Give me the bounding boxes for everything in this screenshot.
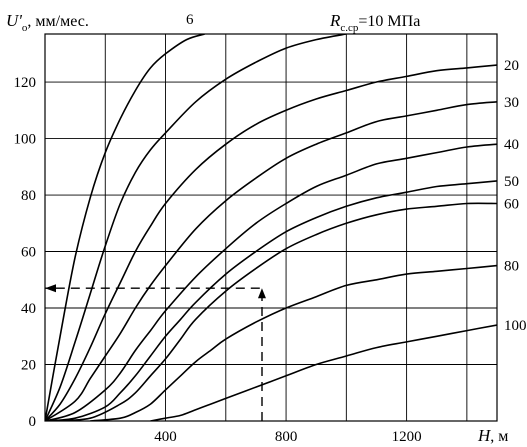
x-axis-symbol: H <box>477 426 492 445</box>
series-label: 60 <box>504 196 519 212</box>
series-label: 80 <box>504 259 519 275</box>
tick-labels: 0 20 40 60 80 100 120 400 800 1200 <box>14 75 422 445</box>
y-tick-label: 100 <box>14 132 37 148</box>
y-tick-label: 20 <box>21 358 36 374</box>
series-line-60 <box>53 202 497 421</box>
x-tick-label: 400 <box>154 429 177 445</box>
series-line-30 <box>45 101 497 421</box>
series-line-20 <box>45 64 497 421</box>
y-axis-label: U'о, мм/мес. <box>6 11 89 34</box>
x-tick-label: 1200 <box>392 429 422 445</box>
x-axis-unit: , м <box>490 428 508 445</box>
series-labels: 6 20 30 40 50 60 80 100 <box>186 12 527 334</box>
strength-value: =10 МПа <box>358 13 420 30</box>
series-line-100 <box>150 324 497 421</box>
y-axis-unit: , мм/мес. <box>27 13 88 30</box>
example-dashed-line <box>45 287 263 421</box>
curves <box>45 34 497 421</box>
y-tick-label: 40 <box>21 301 36 317</box>
y-tick-label: 60 <box>21 245 36 261</box>
strength-symbol: R <box>329 11 341 30</box>
strength-subscript: с.ср <box>340 22 359 34</box>
series-label: 6 <box>186 12 194 28</box>
series-label: 20 <box>504 58 519 74</box>
x-axis-label: H, м <box>477 426 508 445</box>
series-line-unlabeled-1 <box>45 34 347 421</box>
series-label: 40 <box>504 137 519 153</box>
y-tick-label: 80 <box>21 188 36 204</box>
series-line-50 <box>45 180 497 421</box>
x-tick-label: 800 <box>275 429 298 445</box>
series-line-40 <box>45 143 497 421</box>
series-line-80 <box>90 264 497 421</box>
example-path <box>45 284 266 421</box>
y-tick-label: 120 <box>14 75 37 91</box>
series-label: 30 <box>504 95 519 111</box>
arrowhead-left <box>45 284 56 293</box>
series-label: 50 <box>504 174 519 190</box>
y-tick-label: 0 <box>29 414 37 430</box>
plot-frame <box>44 33 498 422</box>
y-axis-subscript: о <box>22 22 28 34</box>
grid <box>44 33 498 422</box>
series-label: 100 <box>504 318 527 334</box>
strength-annotation: Rс.ср=10 МПа <box>329 11 420 34</box>
y-axis-symbol: U' <box>6 11 22 30</box>
series-line-6 <box>45 34 205 421</box>
arrowhead-up <box>257 288 266 299</box>
